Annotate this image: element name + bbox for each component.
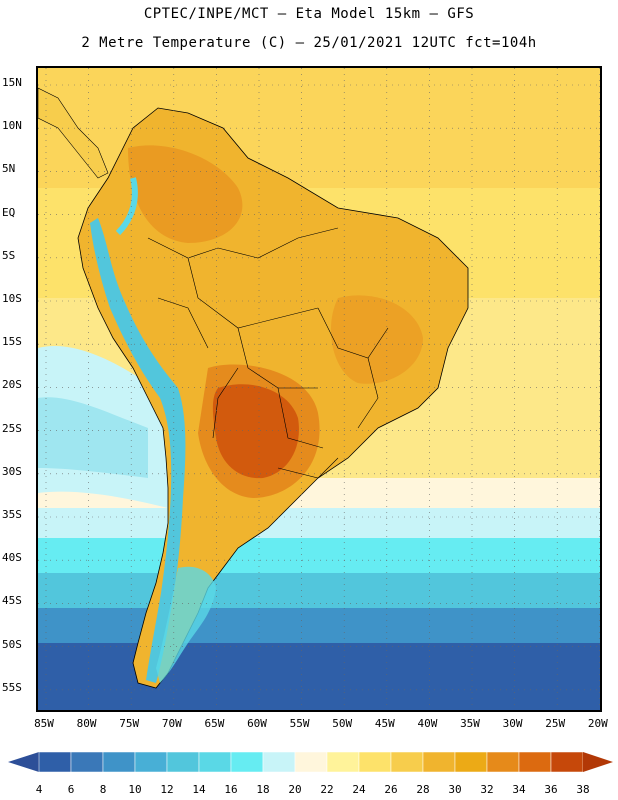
colorbar-label: 16 [224, 783, 238, 796]
temperature-map [38, 68, 600, 710]
colorbar-swatch [102, 751, 136, 773]
lon-label: 30W [502, 717, 523, 730]
warm-region-south [198, 364, 320, 498]
colorbar-swatch [454, 751, 488, 773]
colorbar-swatch [198, 751, 232, 773]
colorbar-swatch [550, 751, 584, 773]
colorbar-high-arrow [583, 752, 613, 772]
lat-label: 45S [2, 594, 22, 608]
colorbar-label: 14 [192, 783, 206, 796]
lat-label: 25S [2, 421, 22, 435]
lat-label: 15S [2, 335, 22, 349]
lat-label: 35S [2, 508, 22, 521]
lon-label: 25W [545, 717, 566, 730]
northern-andes [115, 177, 138, 236]
colorbar-label: 34 [512, 783, 526, 796]
colorbar-swatch [262, 751, 296, 773]
colorbar-swatch [422, 751, 456, 773]
lon-label: 70W [161, 717, 182, 730]
colorbar-swatch [294, 751, 328, 773]
colorbar-swatch [358, 751, 392, 773]
colorbar-swatch [166, 751, 200, 773]
lat-label: 20S [2, 378, 22, 392]
warm-region-north [128, 145, 243, 243]
lon-label: 40W [417, 717, 438, 730]
colorbar-label: 6 [67, 783, 75, 796]
colorbar-label: 4 [35, 783, 43, 796]
lat-label: EQ [2, 205, 16, 219]
colorbar-label: 32 [480, 783, 494, 796]
ocean-band-deep [38, 643, 600, 710]
lon-label: 80W [76, 717, 97, 730]
colorbar-swatch [230, 751, 264, 773]
lat-label: 10N [2, 119, 22, 133]
patagonia-cool [156, 566, 216, 683]
ocean-band-cyan [38, 538, 600, 578]
lon-label: 50W [332, 717, 353, 730]
colorbar-swatch [518, 751, 552, 773]
lat-label: 10S [2, 292, 22, 305]
graticule [38, 68, 600, 710]
colorbar-label: 36 [544, 783, 558, 796]
central-america-land [38, 87, 109, 179]
ocean-band-blue [38, 608, 600, 648]
colorbar-low-arrow [8, 752, 39, 772]
lon-label: 85W [34, 717, 54, 730]
pacific-cooler-water [38, 397, 148, 478]
ocean-band-teal [38, 573, 600, 613]
colorbar-label: 26 [384, 783, 398, 796]
lat-label: 55S [2, 680, 22, 694]
colorbar-swatch [326, 751, 360, 773]
colorbar-label: 18 [256, 783, 270, 796]
colorbar-label: 30 [448, 783, 462, 796]
colorbar-swatch [486, 751, 520, 773]
colorbar-label: 8 [99, 783, 107, 796]
colorbar-label: 12 [160, 783, 174, 796]
country-borders [147, 227, 389, 479]
lon-label: 45W [374, 717, 395, 730]
map-panel [36, 66, 602, 712]
colorbar-label: 20 [288, 783, 302, 796]
colorbar-swatch [38, 751, 72, 773]
lat-label: 50S [2, 637, 22, 651]
colorbar-label: 28 [416, 783, 430, 796]
colorbar-swatch [134, 751, 168, 773]
colorbar-label: 22 [320, 783, 334, 796]
lon-label: 65W [204, 717, 225, 730]
lon-label: 55W [289, 717, 310, 730]
warm-region-east [330, 295, 423, 384]
colorbar-label: 24 [352, 783, 366, 796]
colorbar-swatch [390, 751, 424, 773]
lat-label: 5N [2, 162, 16, 176]
colorbar-label: 10 [128, 783, 142, 796]
lat-label: 5S [2, 248, 16, 262]
andes-cool-ridge [90, 218, 186, 683]
title-line-1: CPTEC/INPE/MCT – Eta Model 15km – GFS [143, 6, 475, 22]
colorbar [8, 751, 613, 773]
colorbar-label: 38 [576, 783, 590, 796]
lon-label: 35W [460, 717, 480, 730]
title-line-2: 2 Metre Temperature (C) – 25/01/2021 12U… [81, 35, 537, 51]
lat-label: 15N [2, 76, 22, 89]
lon-label: 75W [119, 717, 140, 730]
lat-label: 40S [2, 551, 22, 565]
colorbar-swatch [70, 751, 104, 773]
lon-label: 20W [587, 717, 608, 730]
lon-label: 60W [247, 717, 267, 730]
lat-label: 30S [2, 464, 22, 478]
